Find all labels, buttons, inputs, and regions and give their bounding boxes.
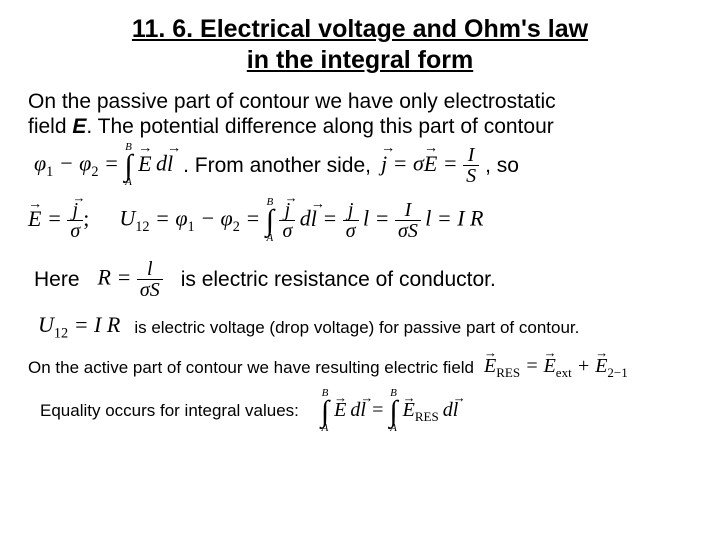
resistance-text: is electric resistance of conductor.: [181, 268, 496, 292]
para1-line1: On the passive part of contour we have o…: [28, 90, 556, 113]
slide-title: 11. 6. Electrical voltage and Ohm's law …: [28, 14, 692, 77]
active-text: On the active part of contour we have re…: [28, 358, 474, 378]
eq-U12-chain: U12 = φ1 − φ2 = B∫A jσ dl = jσ l = IσS l…: [119, 198, 483, 243]
mid-text-2: , so: [485, 154, 519, 178]
eq-U12-IR: U12 = I R: [38, 312, 120, 342]
here-label: Here: [34, 268, 80, 292]
equality-text: Equality occurs for integral values:: [40, 401, 299, 421]
eq-Eres: ERES = Eext + E2−1: [484, 355, 628, 381]
equation-row-2: E = jσ; U12 = φ1 − φ2 = B∫A jσ dl = jσ l…: [28, 198, 692, 243]
active-row: On the active part of contour we have re…: [28, 355, 692, 381]
eq-R: R = lσS: [98, 259, 163, 300]
eq-phi-diff: φ1 − φ2 = B∫A E dl: [34, 143, 173, 188]
title-line-1: 11. 6. Electrical voltage and Ohm's law: [132, 15, 588, 43]
resistance-row: Here R = lσS is electric resistance of c…: [28, 259, 692, 300]
voltage-text: is electric voltage (drop voltage) for p…: [134, 318, 579, 338]
mid-text-1: . From another side,: [183, 154, 371, 178]
eq-integral-equality: B∫A E dl = B∫A ERES dl: [321, 389, 458, 434]
title-line-2: in the integral form: [247, 46, 473, 74]
slide-content: 11. 6. Electrical voltage and Ohm's law …: [0, 0, 720, 446]
equation-row-1: φ1 − φ2 = B∫A E dl . From another side, …: [28, 143, 692, 188]
eq-j-sigmaE: j = σE = IS: [381, 145, 479, 186]
para1-line2c: . The potential difference along this pa…: [86, 115, 553, 138]
eq-E-j-over-sigma: E = jσ;: [28, 200, 89, 241]
voltage-row: U12 = I R is electric voltage (drop volt…: [28, 312, 692, 342]
paragraph-1: On the passive part of contour we have o…: [28, 89, 692, 139]
para1-field-E: E: [72, 115, 86, 138]
equality-row: Equality occurs for integral values: B∫A…: [28, 389, 692, 434]
para1-line2a: field: [28, 115, 72, 138]
